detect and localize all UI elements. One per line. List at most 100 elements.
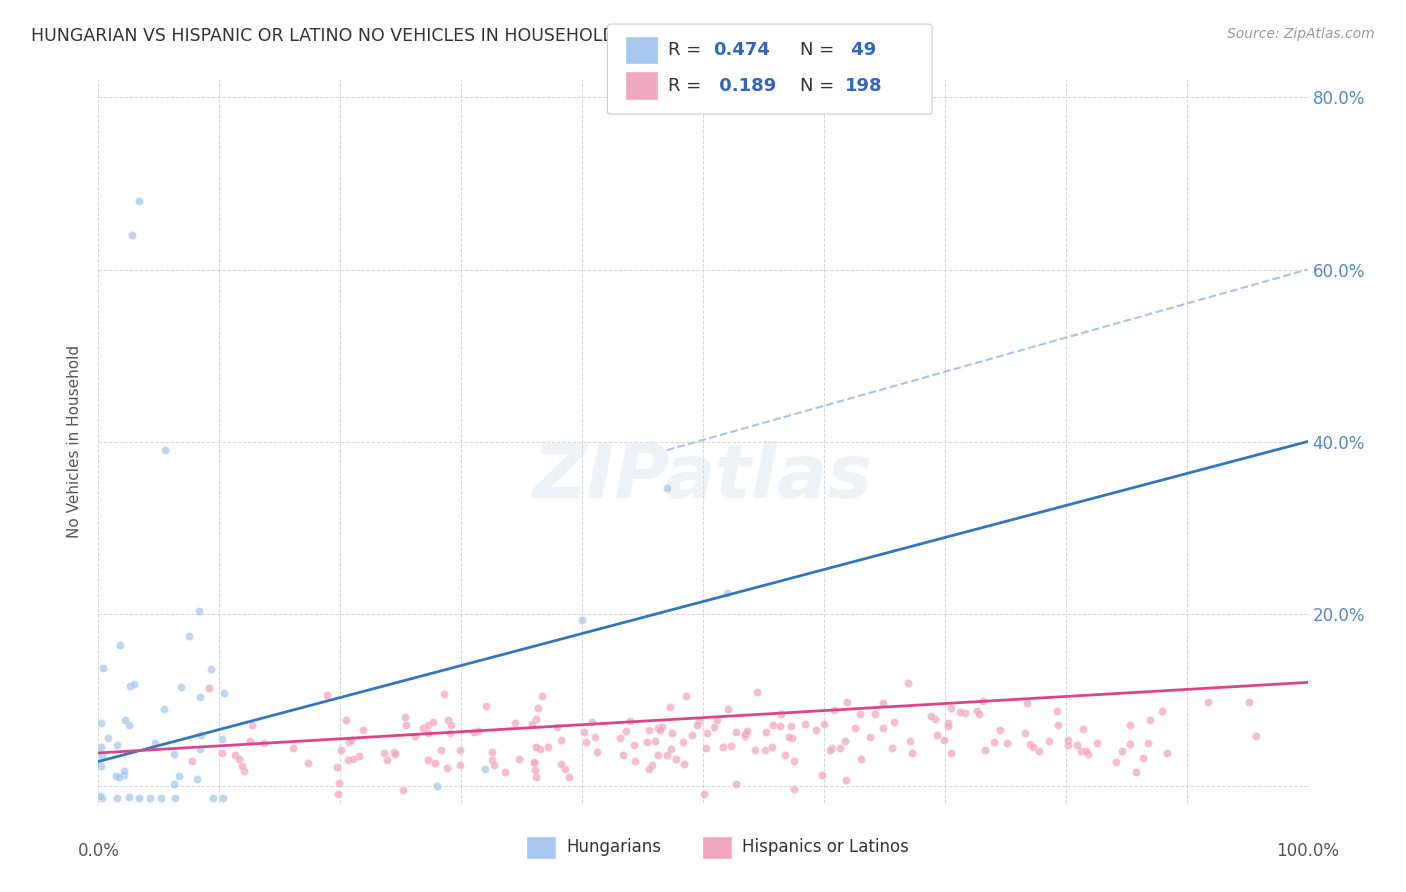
Point	[655, 747, 678, 762]
Point	[953, 706, 976, 721]
Point	[188, 741, 211, 756]
Point	[755, 724, 778, 739]
Point	[1197, 695, 1219, 709]
Point	[849, 706, 872, 721]
Point	[326, 787, 349, 801]
Point	[1139, 714, 1161, 728]
Point	[337, 735, 360, 749]
Point	[339, 733, 361, 747]
Point	[527, 701, 550, 715]
Point	[769, 718, 792, 732]
Point	[97, 731, 120, 745]
Point	[1070, 743, 1092, 757]
Point	[1156, 747, 1178, 761]
Point	[404, 729, 426, 743]
Point	[844, 721, 866, 735]
Point	[437, 713, 460, 727]
Point	[872, 721, 894, 735]
Point	[716, 586, 738, 600]
Point	[681, 728, 703, 742]
Point	[641, 758, 664, 772]
Point	[745, 685, 768, 699]
Point	[1237, 695, 1260, 709]
Point	[1046, 718, 1069, 732]
Point	[240, 718, 263, 732]
Point	[988, 723, 1011, 738]
Point	[253, 736, 276, 750]
Point	[655, 481, 678, 495]
Point	[925, 728, 948, 742]
Point	[1057, 739, 1080, 753]
Point	[823, 703, 845, 717]
Point	[1066, 738, 1088, 752]
Point	[430, 743, 453, 757]
Text: 0.474: 0.474	[713, 41, 769, 59]
Point	[474, 698, 496, 713]
Point	[725, 725, 748, 739]
Point	[820, 741, 842, 756]
Point	[188, 690, 211, 704]
Point	[637, 723, 659, 738]
Point	[1111, 744, 1133, 758]
Point	[91, 748, 114, 763]
Point	[778, 731, 800, 745]
Point	[342, 752, 364, 766]
Point	[672, 757, 695, 772]
Point	[835, 772, 858, 787]
Point	[636, 735, 658, 749]
Point	[124, 676, 146, 690]
Point	[523, 764, 546, 778]
Point	[449, 743, 471, 757]
Point	[89, 789, 111, 803]
Point	[167, 768, 190, 782]
Point	[1022, 739, 1045, 754]
Point	[418, 753, 440, 767]
Point	[661, 726, 683, 740]
Point	[974, 743, 997, 757]
Text: Source: ZipAtlas.com: Source: ZipAtlas.com	[1227, 27, 1375, 41]
Text: HUNGARIAN VS HISPANIC OR LATINO NO VEHICLES IN HOUSEHOLD CORRELATION CHART: HUNGARIAN VS HISPANIC OR LATINO NO VEHIC…	[31, 27, 810, 45]
Point	[105, 791, 128, 805]
Text: Hispanics or Latinos: Hispanics or Latinos	[742, 838, 910, 856]
Point	[152, 702, 174, 716]
Text: 0.0%: 0.0%	[77, 841, 120, 860]
Point	[583, 730, 606, 744]
Point	[1038, 734, 1060, 748]
Point	[91, 791, 114, 805]
Point	[706, 713, 728, 727]
Point	[716, 702, 738, 716]
Point	[1071, 722, 1094, 736]
Point	[508, 752, 530, 766]
Point	[118, 679, 141, 693]
Point	[436, 761, 458, 775]
Point	[163, 777, 186, 791]
Point	[335, 713, 357, 727]
Point	[1019, 737, 1042, 751]
Text: R =: R =	[668, 41, 702, 59]
Point	[744, 743, 766, 757]
Text: 0.189: 0.189	[713, 77, 776, 95]
Point	[382, 745, 405, 759]
Point	[696, 726, 718, 740]
Point	[1125, 764, 1147, 779]
Point	[685, 718, 707, 732]
Y-axis label: No Vehicles in Household: No Vehicles in Household	[67, 345, 83, 538]
Point	[211, 747, 233, 761]
Point	[463, 725, 485, 739]
Point	[139, 791, 162, 805]
Point	[761, 740, 783, 755]
Point	[105, 769, 128, 783]
Point	[585, 745, 607, 759]
Point	[995, 736, 1018, 750]
Point	[212, 686, 235, 700]
Point	[105, 738, 128, 752]
Text: Hungarians: Hungarians	[567, 838, 662, 856]
Point	[675, 690, 697, 704]
Point	[872, 696, 894, 710]
Text: 198: 198	[845, 77, 883, 95]
Point	[720, 739, 742, 753]
Point	[1105, 755, 1128, 769]
Point	[440, 717, 463, 731]
Point	[523, 755, 546, 769]
Point	[837, 695, 859, 709]
